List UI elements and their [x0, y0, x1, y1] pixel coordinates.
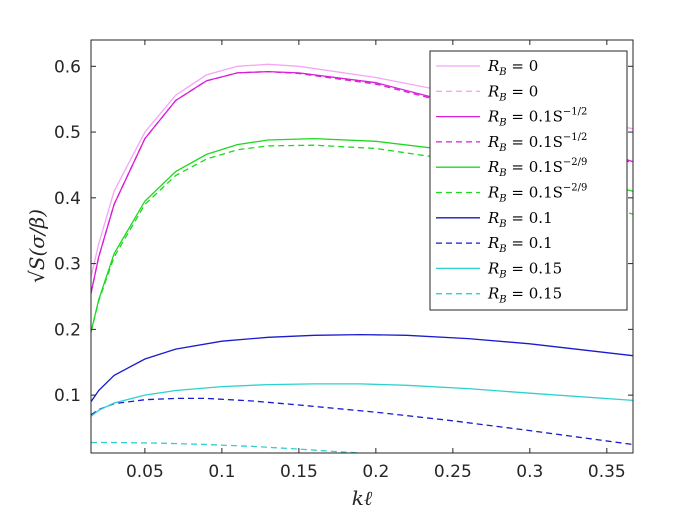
series-line-10	[91, 441, 361, 453]
legend-entry-label: RB = 0.1	[487, 234, 553, 255]
x-tick-label: 0.15	[280, 462, 318, 482]
legend-entry-label: RB = 0.1S−1/2	[487, 132, 587, 154]
legend-entry-label: RB = 0.1S−1/2	[487, 107, 587, 129]
x-tick-label: 0.35	[588, 462, 626, 482]
y-tick-label: 0.5	[54, 123, 81, 143]
legend-entry-label: RB = 0.1	[487, 209, 553, 230]
series-line-7	[91, 333, 633, 403]
x-tick-label: 0.1	[208, 462, 235, 482]
y-tick-label: 0.1	[54, 386, 81, 406]
y-tick-label: 0.6	[54, 57, 81, 77]
y-tick-label: 0.3	[54, 255, 81, 275]
legend-entry-label: RB = 0	[487, 57, 538, 78]
y-tick-label: 0.2	[54, 320, 81, 340]
legend-entry-label: RB = 0.15	[487, 285, 562, 306]
x-tick-label: 0.2	[362, 462, 389, 482]
axes-box	[90, 39, 634, 454]
x-tick-label: 0.05	[126, 462, 164, 482]
tick-layer: 0.05 0.1 0.15 0.2 0.25 0.3 0.35 0.1 0.2 0.3 0.4 0.5…	[54, 40, 633, 482]
y-tick-label: 0.4	[54, 189, 81, 209]
legend-entry-label: RB = 0.1S−2/9	[487, 157, 587, 179]
legend-box	[429, 50, 628, 311]
legend: RB = 0 RB = 0 RB = 0.1S−1/2 RB = 0.1S−1/2 RB…	[429, 50, 628, 311]
legend-entry-label: RB = 0	[487, 82, 538, 103]
x-tick-label: 0.25	[434, 462, 472, 482]
legend-entry-label: RB = 0.15	[487, 259, 562, 280]
legend-entry-label: RB = 0.1S−2/9	[487, 183, 587, 205]
series-layer	[91, 63, 633, 453]
x-axis-label: kℓ	[352, 486, 373, 510]
x-tick-label: 0.3	[516, 462, 543, 482]
y-axis-label: √S(σ/β)	[25, 209, 49, 283]
series-line-9	[91, 383, 633, 417]
